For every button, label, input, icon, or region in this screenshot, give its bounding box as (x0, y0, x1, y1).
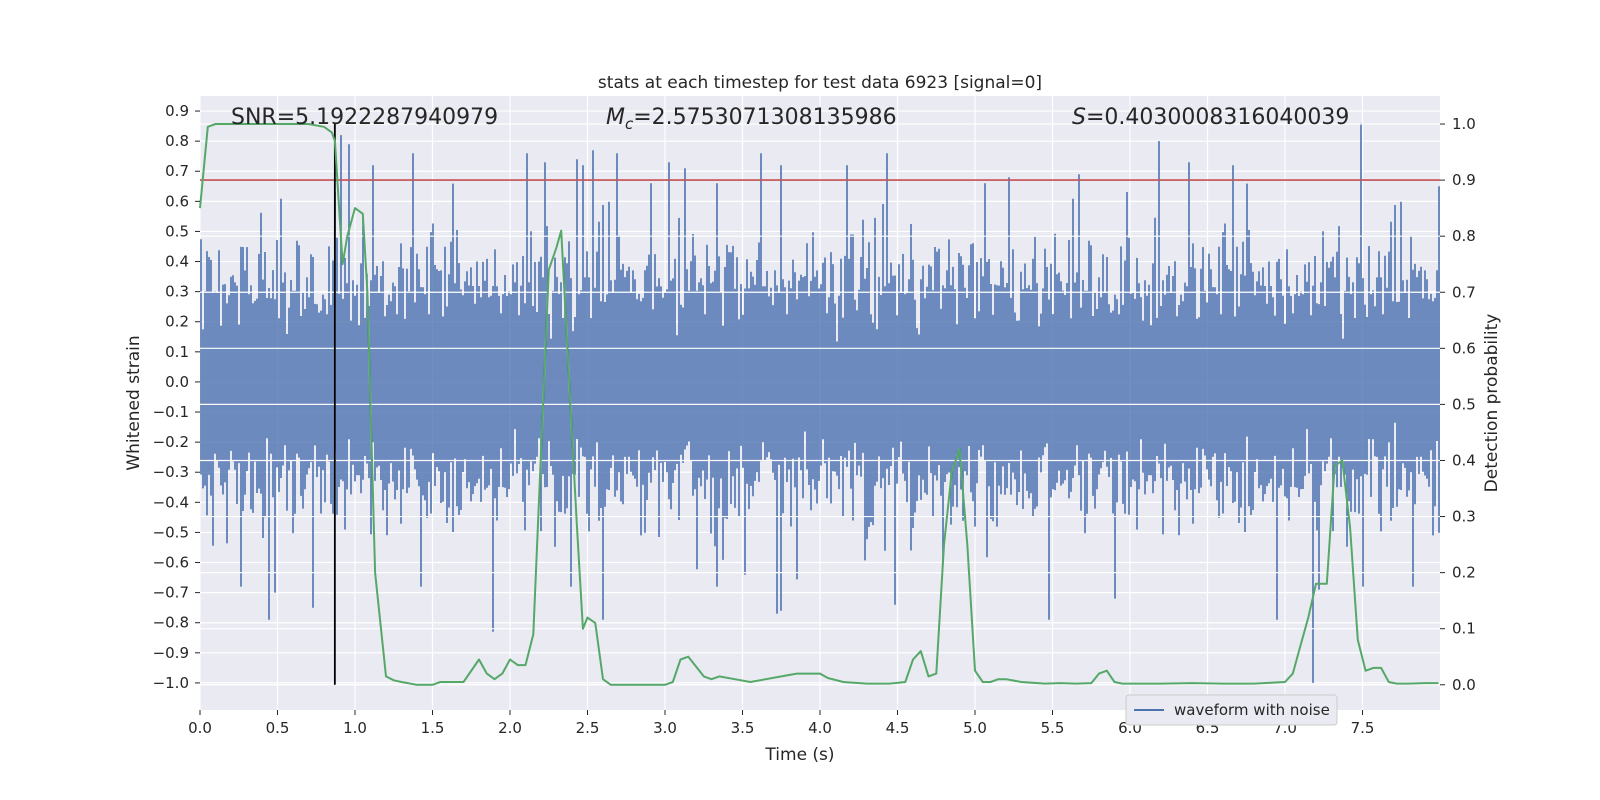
x-tick-label: 1.0 (343, 719, 367, 737)
x-tick-label: 1.5 (421, 719, 445, 737)
x-tick-label: 7.5 (1351, 719, 1375, 737)
y-tick-label: 0.9 (165, 102, 189, 120)
y-tick-label: −0.9 (153, 644, 189, 662)
y-tick-label: 0.8 (165, 132, 189, 150)
s-symbol: S (1072, 105, 1086, 130)
x-tick-label: 5.5 (1041, 719, 1065, 737)
snr-annotation: SNR=5.1922287940979 (231, 105, 498, 130)
chart-title: stats at each timestep for test data 692… (598, 73, 1042, 93)
y-ticks: 0.9 0.8 0.7 0.6 0.5 0.4 0.3 0.2 0.1 0.0 −0.1 −0.2 −0… (153, 102, 200, 692)
y-tick-label: 0.7 (165, 162, 189, 180)
y-tick-label: 0.6 (165, 192, 189, 210)
y-tick-label: −0.1 (153, 403, 189, 421)
y-tick-label: 0.4 (165, 253, 189, 271)
x-tick-label: 3.0 (653, 719, 677, 737)
chirp-mass-symbol: M (606, 105, 625, 130)
y-tick-label: −0.2 (153, 433, 189, 451)
y-axis-label-right: Detection probability (1482, 314, 1502, 493)
y-axis-label: Whitened strain (124, 335, 144, 470)
y-tick-label: −0.8 (153, 614, 189, 632)
legend-label: waveform with noise (1174, 701, 1330, 719)
y-right-tick-label: 0.1 (1452, 620, 1476, 638)
chirp-mass-value: =2.5753071308135986 (633, 105, 896, 130)
y-tick-label: −0.7 (153, 584, 189, 602)
y-right-tick-label: 0.9 (1452, 171, 1476, 189)
x-tick-label: 4.5 (886, 719, 910, 737)
x-tick-label: 3.5 (731, 719, 755, 737)
y-tick-label: 0.0 (165, 373, 189, 391)
y-tick-label: −1.0 (153, 674, 189, 692)
y-tick-label: 0.3 (165, 283, 189, 301)
x-axis-label: Time (s) (764, 745, 834, 765)
y-right-tick-label: 0.7 (1452, 283, 1476, 301)
y-right-tick-label: 1.0 (1452, 115, 1476, 133)
y-tick-label: −0.5 (153, 523, 189, 541)
y-right-tick-label: 0.5 (1452, 395, 1476, 413)
legend: waveform with noise (1125, 694, 1338, 726)
probability-series (199, 123, 1439, 686)
x-tick-label: 0.5 (266, 719, 290, 737)
chirp-mass-subscript: c (625, 115, 634, 133)
y-tick-label: −0.6 (153, 554, 189, 572)
y-tick-label: 0.1 (165, 343, 189, 361)
y-right-tick-label: 0.2 (1452, 564, 1476, 582)
s-value: =0.4030008316040039 (1086, 105, 1349, 130)
y-tick-label: 0.2 (165, 313, 189, 331)
y-right-tick-label: 0.6 (1452, 339, 1476, 357)
y-right-tick-label: 0.3 (1452, 508, 1476, 526)
x-tick-label: 2.5 (576, 719, 600, 737)
probability-line (199, 123, 1439, 686)
legend-box (1125, 694, 1338, 726)
waveform-series (200, 123, 1440, 683)
y-right-tick-label: 0.0 (1452, 676, 1476, 694)
x-tick-label: 2.0 (498, 719, 522, 737)
y-tick-label: 0.5 (165, 222, 189, 240)
y-right-tick-label: 0.4 (1452, 451, 1476, 469)
y-tick-label: −0.4 (153, 493, 189, 511)
x-tick-label: 4.0 (808, 719, 832, 737)
s-annotation: S=0.4030008316040039 (1072, 105, 1349, 130)
y-ticks-right: 1.0 0.9 0.8 0.7 0.6 0.5 0.4 0.3 0.2 0.1 0.0 (1440, 115, 1476, 694)
waveform-line (200, 123, 1440, 683)
y-tick-label: −0.3 (153, 463, 189, 481)
chirp-mass-annotation: Mc=2.5753071308135986 (606, 105, 897, 133)
x-tick-label: 0.0 (188, 719, 212, 737)
y-right-tick-label: 0.8 (1452, 227, 1476, 245)
x-tick-label: 5.0 (963, 719, 987, 737)
